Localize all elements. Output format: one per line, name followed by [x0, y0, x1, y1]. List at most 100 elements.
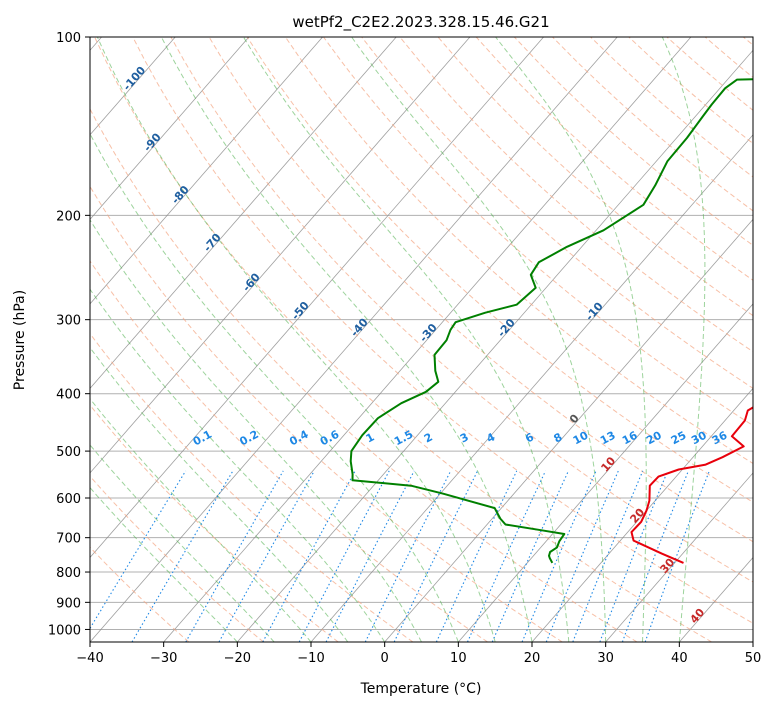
isoline-labels: 0.1 0.2 0.4 0.6 1 1.5 2 3 4 6 8 10 13 16 20 25 30 36-100-… — [120, 64, 729, 626]
isotherm-label: -50 — [289, 299, 312, 323]
moist-adiabat-line — [160, 37, 533, 642]
isotherm-gridline — [90, 37, 544, 559]
moist-adiabat-line — [351, 37, 607, 642]
moist-adiabat-line — [661, 37, 706, 642]
dry-adiabat-line — [437, 37, 753, 317]
dry-adiabat-line — [284, 37, 753, 465]
isotherm-label: -80 — [169, 183, 192, 207]
plot-frame — [89, 36, 754, 643]
x-tick-label: −10 — [297, 651, 324, 666]
isotherm-gridline — [531, 387, 753, 642]
x-tick-label: 50 — [745, 651, 762, 666]
mixing-ratio-line — [298, 470, 390, 642]
y-tick-label: 900 — [56, 596, 81, 611]
isotherm-gridline — [237, 49, 753, 642]
dry-adiabat-line — [132, 37, 753, 624]
mixing-ratio-label: 0.1 — [191, 428, 214, 449]
isotherm-label: 0 — [567, 412, 582, 427]
mixing-ratio-label: 0.6 — [318, 428, 342, 449]
x-tick-label: −30 — [150, 651, 177, 666]
dry-adiabat-line — [590, 37, 753, 178]
isotherm-label: -70 — [201, 231, 224, 255]
temperature-profile-line — [630, 406, 753, 564]
y-tick-label: 600 — [56, 492, 81, 507]
profile-series — [349, 78, 753, 564]
mixing-ratio-line — [491, 470, 569, 642]
moist-adiabat-line — [90, 486, 238, 642]
dry-adiabat-line — [704, 37, 753, 79]
mixing-ratio-label: 0.2 — [237, 428, 260, 449]
x-tick-label: −20 — [224, 651, 251, 666]
mixing-ratio-line — [435, 470, 518, 642]
isotherm-gridline — [163, 37, 692, 642]
isotherm-gridline — [90, 37, 250, 220]
mixing-ratio-line — [572, 470, 644, 642]
dry-adiabat-line — [94, 37, 712, 642]
dewpoint-profile-line — [349, 78, 753, 564]
moist-adiabat-line — [96, 37, 496, 642]
moist-adiabat-line — [495, 37, 647, 642]
moist-adiabat-line — [90, 397, 312, 642]
isotherm-gridline — [90, 37, 471, 474]
mixing-ratio-label: 2 — [422, 430, 435, 445]
mixing-ratio-line — [644, 470, 710, 642]
moist-adiabat-line — [90, 346, 349, 642]
mixing-ratio-line — [131, 470, 234, 642]
mixing-ratio-line — [325, 470, 415, 642]
isotherm-gridline — [90, 37, 397, 390]
dry-adiabat-line — [90, 332, 414, 642]
mixing-ratio-label: 4 — [484, 430, 497, 445]
isotherm-gridline — [90, 37, 618, 642]
y-tick-label: 100 — [56, 31, 81, 46]
mixing-ratio-label: 1 — [364, 430, 377, 445]
mixing-ratio-label: 13 — [598, 429, 618, 448]
x-tick-label: 30 — [597, 651, 614, 666]
mixing-ratio-label: 10 — [571, 429, 591, 448]
dry-adiabat-line — [552, 37, 753, 212]
x-tick-label: −40 — [76, 651, 103, 666]
dry-adiabat-line — [742, 37, 753, 46]
mixing-ratio-label: 20 — [644, 429, 664, 448]
isotherm-gridline — [310, 134, 753, 642]
isotherm-label: 20 — [627, 505, 647, 525]
y-axis-label: Pressure (hPa) — [12, 290, 28, 390]
x-tick-label: 0 — [381, 651, 389, 666]
mixing-ratio-label: 0.4 — [287, 428, 311, 449]
y-tick-label: 700 — [56, 532, 81, 547]
mixing-ratio-label: 25 — [669, 429, 689, 448]
background-grid — [90, 37, 753, 642]
y-tick-label: 300 — [56, 314, 81, 329]
mixing-ratio-line — [90, 470, 187, 630]
mixing-ratio-line — [599, 470, 669, 642]
dry-adiabat-line — [361, 37, 753, 389]
x-tick-label: 10 — [450, 651, 467, 666]
dry-adiabat-line — [399, 37, 753, 353]
y-axis: 1000 900 800 700 600 500 400 300 200 100 — [48, 31, 90, 638]
y-tick-label: 400 — [56, 388, 81, 403]
isotherm-gridline — [752, 641, 753, 642]
isotherm-label: -100 — [120, 64, 148, 94]
isotherm-gridline — [605, 472, 753, 642]
mixing-ratio-line — [364, 470, 452, 642]
dry-adiabat-line — [323, 37, 753, 427]
isotherm-label: -30 — [417, 321, 440, 345]
mixing-ratio-line — [545, 470, 619, 642]
isotherm-label: -90 — [141, 130, 164, 154]
mixing-ratio-label: 36 — [710, 429, 730, 448]
mixing-ratio-line — [393, 470, 479, 642]
y-tick-label: 500 — [56, 445, 81, 460]
moist-adiabat-line — [90, 218, 422, 642]
moist-adiabat-line — [243, 37, 570, 642]
dry-adiabat-line — [170, 37, 753, 583]
moist-adiabat-line — [90, 132, 459, 642]
dry-adiabat-line — [90, 475, 264, 642]
y-tick-label: 800 — [56, 566, 81, 581]
mixing-ratio-label: 16 — [620, 429, 640, 448]
x-tick-label: 20 — [524, 651, 541, 666]
dry-adiabat-line — [90, 404, 339, 642]
dry-adiabat-line — [90, 260, 488, 642]
mixing-ratio-line — [621, 470, 689, 642]
mixing-ratio-line — [218, 470, 315, 642]
mixing-ratio-label: 1.5 — [392, 428, 415, 449]
mixing-ratio-label: 30 — [689, 429, 709, 448]
